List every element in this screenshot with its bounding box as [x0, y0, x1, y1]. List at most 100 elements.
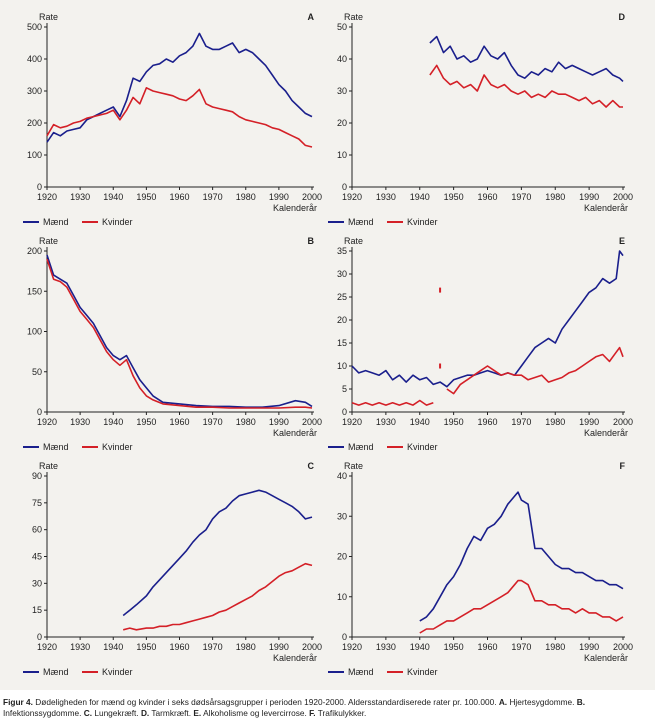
caption-item-a: A. Hjertesygdomme. [498, 697, 575, 707]
caption-item-d: D. Tarmkræft. [140, 708, 192, 718]
x-tick-label: 1970 [511, 642, 531, 652]
legend-label-kvinder: Kvinder [407, 442, 438, 452]
x-tick-label: 2000 [613, 417, 633, 427]
y-tick-label: 30 [337, 86, 347, 96]
legend-label-maend: Mænd [43, 667, 69, 677]
x-tick-label: 1940 [410, 192, 430, 202]
x-tick-label: 1940 [410, 417, 430, 427]
x-tick-label: 1930 [376, 192, 396, 202]
y-tick-label: 5 [342, 384, 347, 394]
x-tick-label: 1920 [37, 642, 57, 652]
legend-label-kvinder: Kvinder [407, 667, 438, 677]
x-tick-label: 1980 [545, 192, 565, 202]
y-axis-label: Rate [39, 12, 58, 22]
x-tick-label: 1950 [444, 642, 464, 652]
x-tick-label: 1970 [511, 417, 531, 427]
y-tick-label: 200 [27, 118, 42, 128]
series-line-maend [351, 250, 624, 388]
y-tick-label: 10 [337, 592, 347, 602]
x-tick-label: 1990 [269, 192, 289, 202]
series-line-kvinder [419, 579, 624, 634]
panel-letter: C [308, 461, 315, 471]
x-tick-label: 1950 [444, 192, 464, 202]
x-tick-label: 1990 [269, 642, 289, 652]
y-tick-label: 0 [37, 407, 42, 417]
x-axis-label: Kalenderår [273, 653, 317, 663]
y-tick-label: 90 [32, 471, 42, 481]
x-tick-label: 2000 [302, 642, 322, 652]
x-axis-label: Kalenderår [584, 428, 628, 438]
y-tick-label: 150 [27, 286, 42, 296]
x-tick-label: 1990 [269, 417, 289, 427]
y-tick-label: 500 [27, 22, 42, 32]
series-line-maend [429, 35, 624, 82]
caption-label: Figur 4. [3, 697, 33, 707]
series-line-kvinder [123, 562, 313, 631]
y-tick-label: 200 [27, 246, 42, 256]
legend-label-kvinder: Kvinder [407, 217, 438, 227]
x-tick-label: 1990 [579, 642, 599, 652]
series-line-kvinder [351, 399, 434, 406]
legend-label-kvinder: Kvinder [102, 667, 133, 677]
y-tick-label: 20 [337, 552, 347, 562]
x-tick-label: 1960 [477, 417, 497, 427]
y-tick-label: 50 [32, 367, 42, 377]
y-axis-label: Rate [39, 236, 58, 246]
series-line-maend [419, 491, 624, 622]
chart-e: 0 5 10 15 20 25 30 35 1920 1930 1940 1950 1960 1970 19… [328, 236, 633, 452]
y-tick-label: 20 [337, 118, 347, 128]
legend-label-kvinder: Kvinder [102, 442, 133, 452]
x-axis-label: Kalenderår [273, 428, 317, 438]
legend-label-maend: Mænd [348, 217, 374, 227]
y-tick-label: 0 [342, 632, 347, 642]
y-tick-label: 50 [337, 22, 347, 32]
x-tick-label: 1950 [136, 642, 156, 652]
y-tick-label: 100 [27, 150, 42, 160]
y-tick-label: 60 [32, 525, 42, 535]
x-tick-label: 1930 [376, 417, 396, 427]
x-tick-label: 1940 [103, 417, 123, 427]
legend-label-maend: Mænd [348, 442, 374, 452]
x-tick-label: 1920 [342, 642, 362, 652]
chart-f: 0 10 20 30 40 1920 1930 1940 1950 1960 1970 1980 199… [328, 461, 633, 677]
y-tick-label: 30 [337, 511, 347, 521]
y-tick-label: 10 [337, 361, 347, 371]
series-line-maend [46, 32, 313, 143]
x-tick-label: 1990 [579, 417, 599, 427]
series-line-maend [122, 489, 313, 617]
x-tick-label: 1920 [37, 192, 57, 202]
y-tick-label: 40 [337, 471, 347, 481]
x-tick-label: 2000 [613, 642, 633, 652]
y-tick-label: 30 [32, 578, 42, 588]
x-tick-label: 2000 [613, 192, 633, 202]
figure-caption: Figur 4. Dødeligheden for mænd og kvinde… [3, 697, 653, 719]
y-tick-label: 45 [32, 552, 42, 562]
x-tick-label: 1940 [103, 642, 123, 652]
legend-label-maend: Mænd [43, 217, 69, 227]
x-tick-label: 1930 [376, 642, 396, 652]
panel-letter: B [308, 236, 315, 246]
x-tick-label: 1930 [70, 192, 90, 202]
x-tick-label: 1950 [444, 417, 464, 427]
legend-label-maend: Mænd [348, 667, 374, 677]
x-tick-label: 1990 [579, 192, 599, 202]
x-tick-label: 1950 [136, 417, 156, 427]
x-tick-label: 1960 [169, 192, 189, 202]
y-tick-label: 100 [27, 327, 42, 337]
caption-item-e: E. Alkoholisme og levercirrose. [193, 708, 307, 718]
x-tick-label: 1980 [545, 417, 565, 427]
y-tick-label: 25 [337, 292, 347, 302]
x-tick-label: 1980 [545, 642, 565, 652]
caption-item-b: B. Infektionssygdomme. [3, 697, 586, 718]
y-axis-label: Rate [344, 461, 363, 471]
y-axis-label: Rate [344, 236, 363, 246]
legend-label-maend: Mænd [43, 442, 69, 452]
series-line-maend [46, 254, 313, 409]
y-tick-label: 0 [342, 407, 347, 417]
x-tick-label: 1950 [136, 192, 156, 202]
x-tick-label: 1980 [236, 417, 256, 427]
y-tick-label: 75 [32, 498, 42, 508]
y-tick-label: 10 [337, 150, 347, 160]
chart-d: 0 10 20 30 40 50 1920 1930 1940 1950 1960 1970 1980 1… [328, 12, 633, 227]
